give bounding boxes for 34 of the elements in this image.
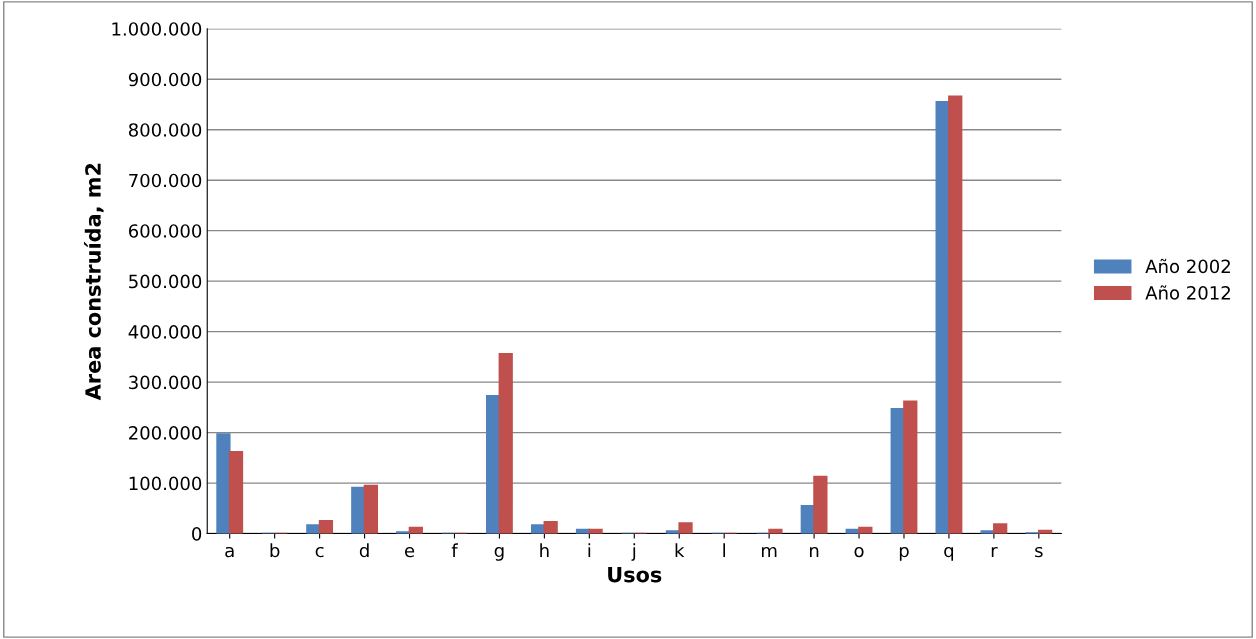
legend-label: Año 2002 bbox=[1145, 258, 1230, 274]
x-tick-label: q bbox=[944, 546, 954, 561]
x-tick-label: n bbox=[810, 546, 819, 558]
y-tick-label: 600.000 bbox=[128, 224, 202, 238]
y-tick-label: 700.000 bbox=[129, 173, 202, 188]
y-tick-label: 1.000.000 bbox=[112, 22, 202, 36]
y-tick-label: 800.000 bbox=[128, 123, 202, 137]
x-tick-label: r bbox=[991, 546, 998, 558]
x-tick-label: s bbox=[1035, 546, 1043, 558]
x-tick-label: k bbox=[675, 543, 685, 558]
y-tick-label: 100.000 bbox=[129, 476, 202, 491]
y-tick-label: 200.000 bbox=[129, 426, 202, 440]
x-tick-label: g bbox=[494, 546, 504, 561]
x-tick-label: e bbox=[404, 546, 415, 558]
y-tick-label: 400.000 bbox=[128, 325, 202, 339]
x-tick-label: l bbox=[723, 543, 725, 558]
y-tick-label: 900.000 bbox=[128, 72, 202, 87]
x-tick-label: c bbox=[315, 546, 324, 558]
x-tick-label: m bbox=[761, 546, 777, 558]
x-tick-label: a bbox=[225, 546, 234, 558]
legend-label: Año 2012 bbox=[1145, 285, 1230, 300]
y-tick-label: 300.000 bbox=[129, 375, 202, 390]
y-tick-label: 500.000 bbox=[129, 274, 202, 289]
x-tick-label: h bbox=[540, 543, 549, 558]
x-tick-label: f bbox=[451, 543, 458, 558]
x-axis-title: Usos bbox=[608, 566, 662, 583]
x-tick-label: o bbox=[854, 546, 864, 558]
x-tick-label: j bbox=[631, 543, 636, 561]
x-tick-label: i bbox=[588, 543, 591, 558]
x-tick-label: p bbox=[899, 546, 909, 561]
x-tick-label: d bbox=[359, 543, 369, 558]
y-tick-label: 0 bbox=[192, 527, 202, 541]
y-axis-title: Area construída, m2 bbox=[83, 163, 104, 401]
x-tick-label: b bbox=[270, 543, 280, 558]
